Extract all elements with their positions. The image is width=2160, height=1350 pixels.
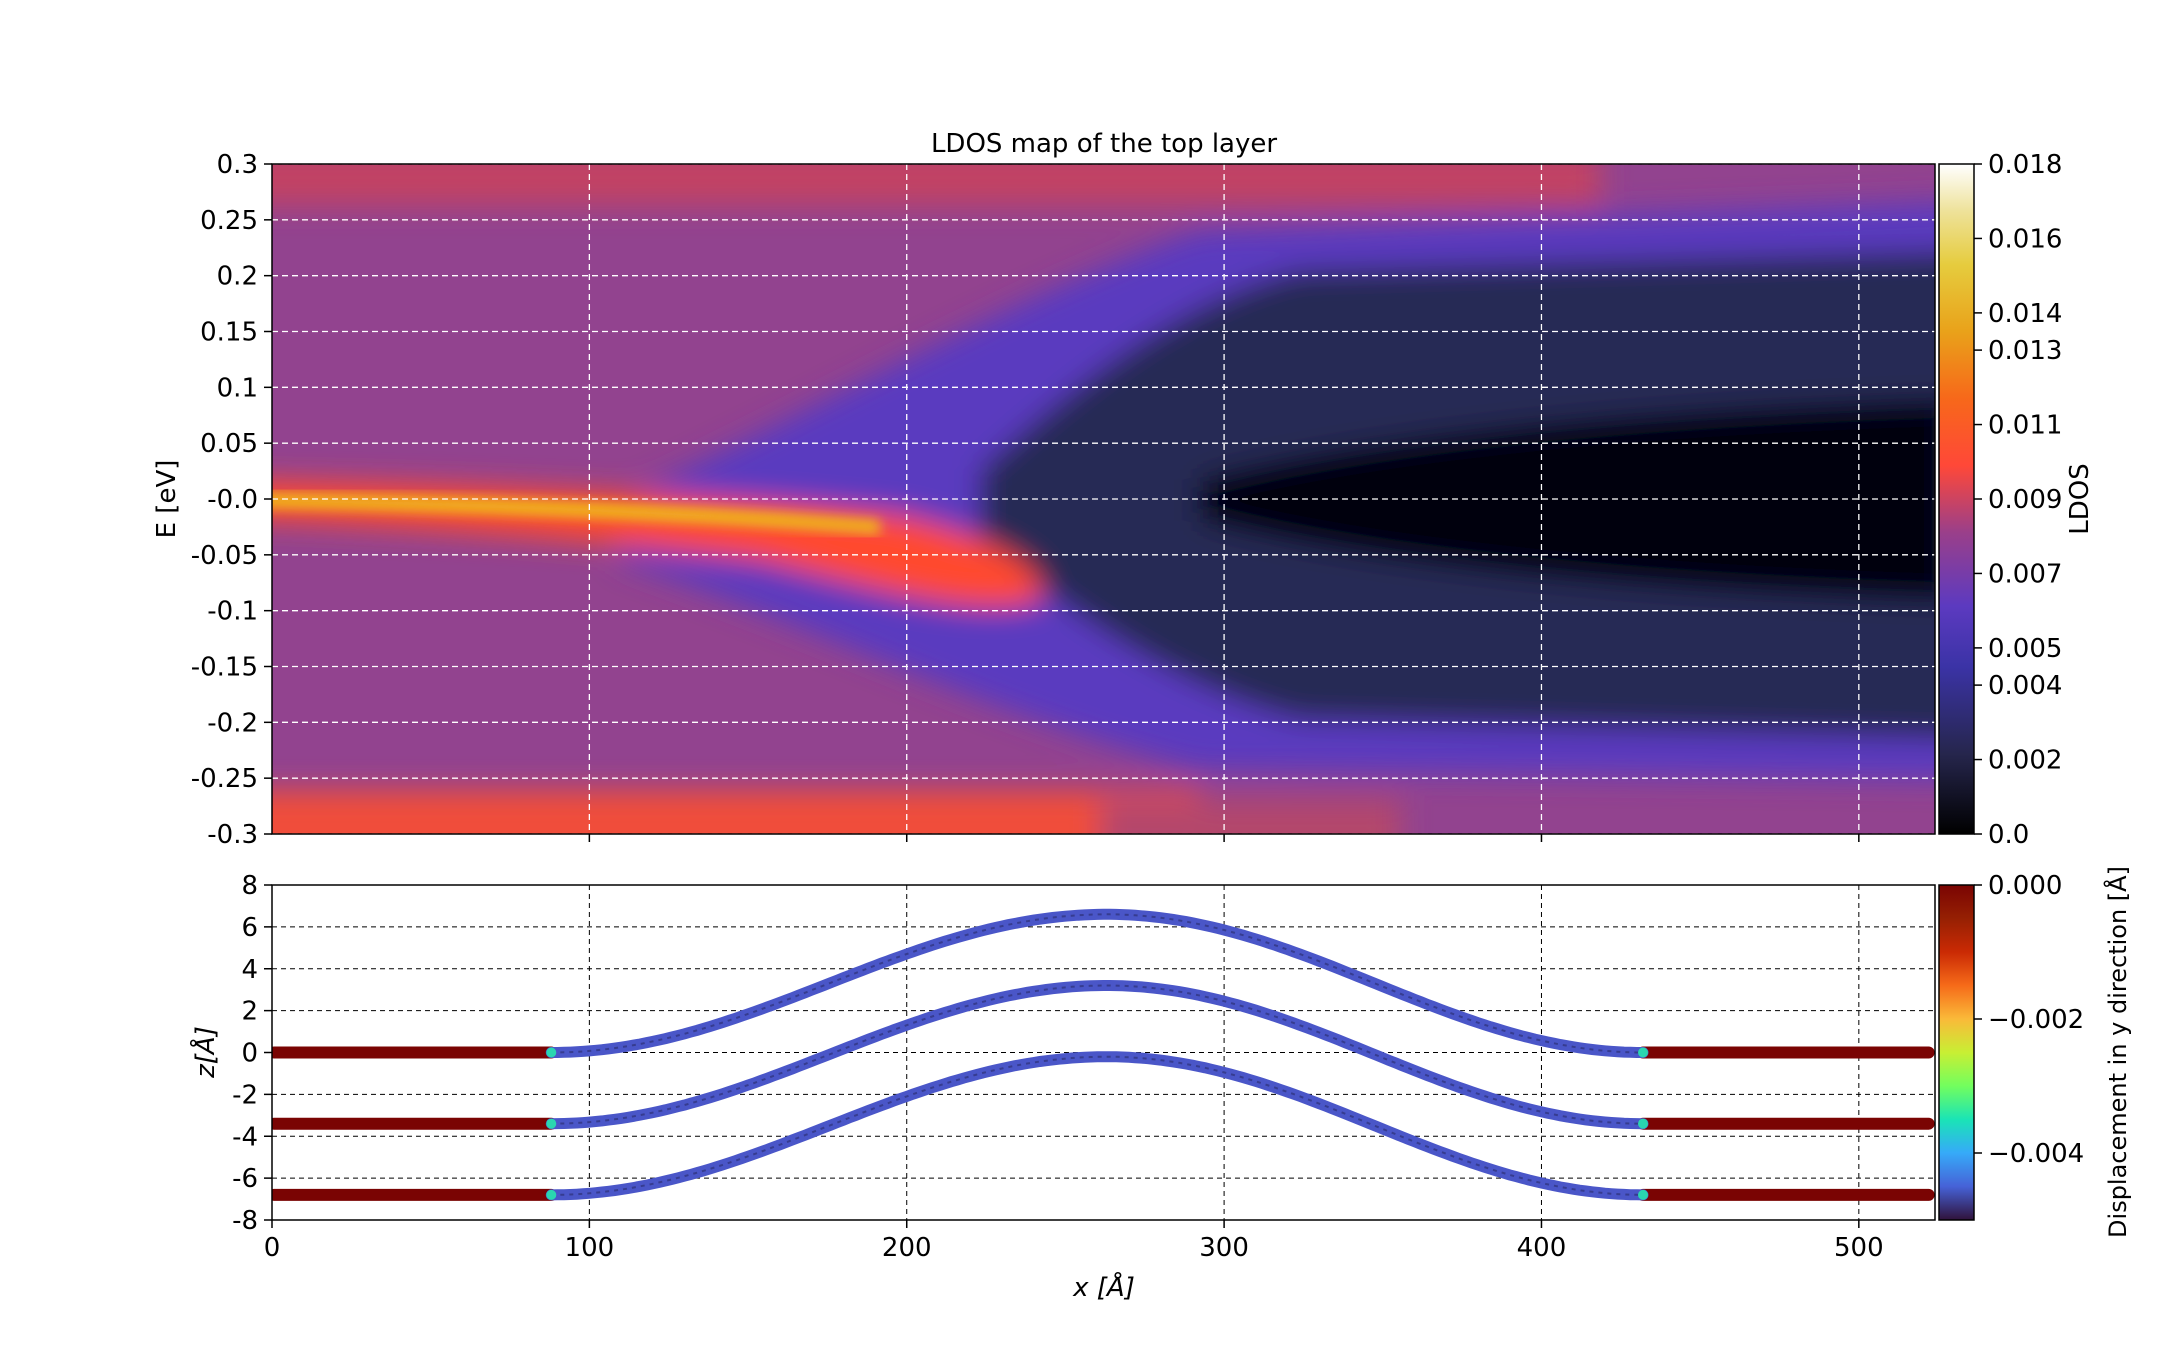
bottom-xtick-label: 0 (264, 1233, 281, 1263)
layer-0-bump-dots (551, 913, 1643, 1054)
bottom-ytick-label: 6 (241, 913, 258, 943)
disp-cbar-tick-label: −0.004 (1988, 1139, 2084, 1169)
top-ytick-label: -0.15 (191, 653, 258, 683)
heatmap-high-band (272, 164, 1600, 205)
top-ytick-label: 0.05 (200, 429, 258, 459)
ldos-cbar-tick-label: 0.0 (1988, 820, 2029, 850)
bottom-ytick-label: 2 (241, 997, 258, 1027)
top-ytick-label: -0.2 (207, 708, 258, 738)
top-ylabel: E [eV] (152, 460, 182, 539)
top-ytick-label: 0.2 (217, 262, 258, 292)
displacement-colorbar (1938, 884, 1975, 1221)
bottom-ytick-label: 4 (241, 955, 258, 985)
heatmap-low-band (272, 790, 1200, 834)
ldos-cbar-tick-label: 0.016 (1988, 224, 2062, 254)
top-ytick-label: 0.3 (217, 150, 258, 180)
bottom-ytick-label: 0 (241, 1039, 258, 1069)
ldos-cbar-tick-label: 0.014 (1988, 299, 2062, 329)
layer-0-left-transition (546, 1047, 557, 1058)
top-ytick-label: -0.1 (207, 597, 258, 627)
top-ticks: -0.3 -0.25 -0.2 -0.15 -0.1 -0.05 -0.0 0.05 0.1 0.… (191, 150, 1860, 850)
heatmap (272, 164, 1935, 834)
layer-1-right-transition (1638, 1118, 1649, 1129)
displacement-colorbar-ticks: 0.000 −0.002 −0.004 (1974, 871, 2084, 1169)
heatmap-low-band-fade (1100, 800, 1400, 834)
bottom-xtick-label: 300 (1199, 1233, 1249, 1263)
bottom-xtick-label: 400 (1517, 1233, 1567, 1263)
ldos-cbar-tick-label: 0.004 (1988, 671, 2062, 701)
bottom-ylabel: z[Å] (189, 1026, 221, 1079)
heatmap-black-core (1200, 400, 1935, 600)
bottom-xtick-label: 500 (1834, 1233, 1884, 1263)
ldos-cbar-tick-label: 0.013 (1988, 336, 2062, 366)
bottom-xtick-label: 100 (565, 1233, 615, 1263)
ldos-colorbar-ticks: 0.0 0.002 0.004 0.005 0.007 0.009 0.011 0.013 0.… (1974, 150, 2062, 850)
bottom-ytick-label: -6 (232, 1164, 258, 1194)
top-grid (272, 164, 1935, 834)
ldos-cbar-tick-label: 0.005 (1988, 634, 2062, 664)
bottom-ytick-label: -8 (232, 1206, 258, 1236)
bottom-ticks: 0 100 200 300 400 500 -8 -6 -4 -2 0 2 4 6 8 (232, 871, 1884, 1263)
layer-profiles (272, 908, 1935, 1201)
layer-2-right-transition (1638, 1189, 1649, 1200)
top-ytick-label: 0.25 (200, 206, 258, 236)
ldos-cbar-tick-label: 0.009 (1988, 485, 2062, 515)
edge-state-core (272, 492, 880, 535)
bottom-xtick-label: 200 (882, 1233, 932, 1263)
layer-0-right-transition (1638, 1047, 1649, 1058)
disp-cbar-tick-label: 0.000 (1988, 871, 2062, 901)
ldos-cbar-tick-label: 0.018 (1988, 150, 2062, 180)
layer-2-bump-dots (551, 1055, 1644, 1196)
bottom-ytick-label: -2 (232, 1080, 258, 1110)
top-ytick-label: -0.25 (191, 764, 258, 794)
ldos-cbar-tick-label: 0.007 (1988, 559, 2062, 589)
layer-1-left-transition (546, 1118, 557, 1129)
top-ytick-label: -0.0 (207, 485, 258, 515)
bottom-ytick-label: -4 (232, 1122, 258, 1152)
displacement-colorbar-label: Displacement in y direction [Å] (2103, 866, 2132, 1238)
ldos-cbar-tick-label: 0.002 (1988, 746, 2062, 776)
top-ytick-label: 0.1 (217, 373, 258, 403)
layer-1-bump-dots (551, 984, 1644, 1125)
top-ytick-label: -0.05 (191, 541, 258, 571)
ldos-cbar-tick-label: 0.011 (1988, 411, 2062, 441)
layer-2-left-transition (546, 1189, 557, 1200)
top-title: LDOS map of the top layer (931, 129, 1277, 159)
top-ytick-label: 0.15 (200, 318, 258, 348)
bottom-ytick-label: 8 (241, 871, 258, 901)
top-ytick-label: -0.3 (207, 820, 258, 850)
disp-cbar-tick-label: −0.002 (1988, 1005, 2084, 1035)
ldos-colorbar-label: LDOS (2065, 463, 2095, 534)
bottom-xlabel: x [Å] (1072, 1271, 1135, 1303)
ldos-colorbar (1938, 163, 1975, 835)
